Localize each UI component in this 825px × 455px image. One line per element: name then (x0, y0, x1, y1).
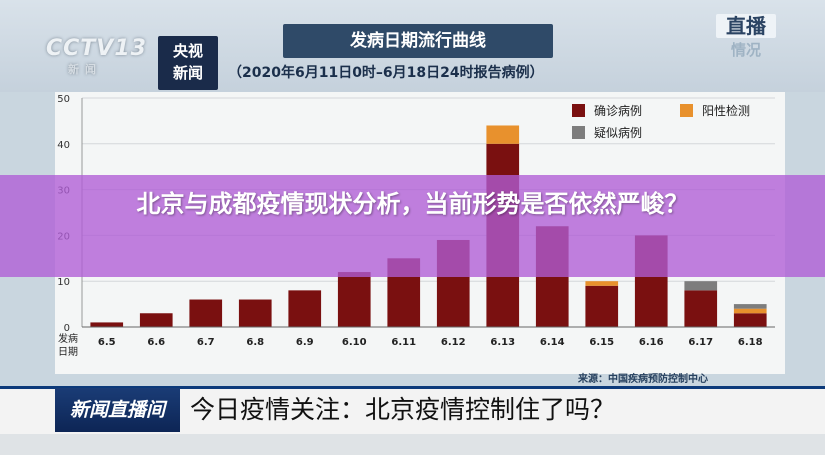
legend-label-2: 疑似病例 (594, 125, 642, 140)
bar-6.8-series-0 (238, 299, 272, 327)
cctv-news-badge: 央视 新闻 (158, 36, 218, 90)
cctv-news-line-2: 新闻 (172, 64, 203, 82)
bar-6.10-series-0 (337, 272, 371, 327)
live-badge-line-1: 直播 (716, 14, 776, 38)
bar-6.17-series-2 (684, 281, 718, 291)
legend-swatch-1 (680, 104, 693, 117)
bar-6.18-series-0 (733, 313, 767, 327)
chart-subtitle: （2020年6月11日0时–6月18日24时报告病例） (228, 65, 544, 81)
cctv-news-line-1: 央视 (172, 42, 203, 60)
bottom-strip (0, 434, 825, 455)
x-tick-label: 6.5 (98, 337, 116, 348)
x-tick-label: 6.8 (246, 337, 264, 348)
x-axis-label: 发病 (58, 332, 78, 345)
y-tick-label: 40 (57, 140, 70, 151)
ticker-program-logo: 新闻直播间 (55, 388, 180, 432)
headline-overlay-band (0, 175, 825, 277)
y-tick-label: 50 (57, 94, 70, 105)
legend-label-1: 阳性检测 (702, 103, 750, 118)
y-tick-label: 10 (57, 277, 70, 288)
x-tick-label: 6.12 (441, 337, 466, 348)
x-tick-label: 6.10 (342, 337, 367, 348)
bar-6.15-series-0 (585, 285, 619, 327)
cctv-logo: CCTV13 新闻 (46, 36, 150, 84)
chart-title: 发病日期流行曲线 (283, 24, 553, 58)
x-tick-label: 6.18 (738, 337, 763, 348)
x-tick-label: 6.15 (589, 337, 614, 348)
bar-6.5-series-0 (90, 322, 124, 327)
bar-6.13-series-1 (486, 125, 520, 144)
cctv-logo-text: CCTV (46, 36, 115, 61)
headline-overlay-text: 北京与成都疫情现状分析，当前形势是否依然严峻？ (136, 190, 689, 218)
source-note: 来源：中国疾病预防控制中心 (578, 374, 708, 385)
bar-6.18-series-2 (733, 304, 767, 309)
x-tick-label: 6.14 (540, 337, 565, 348)
bar-6.18-series-1 (733, 308, 767, 314)
x-tick-label: 6.13 (490, 337, 515, 348)
x-tick-label: 6.7 (197, 337, 215, 348)
bar-6.15-series-1 (585, 281, 619, 286)
x-tick-label: 6.16 (639, 337, 664, 348)
legend-swatch-0 (572, 104, 585, 117)
bar-6.6-series-0 (139, 313, 173, 327)
x-tick-label: 6.17 (688, 337, 713, 348)
bar-6.9-series-0 (288, 290, 322, 327)
legend-label-0: 确诊病例 (594, 103, 642, 118)
live-badge-line-2: 情况 (730, 41, 761, 59)
bar-6.17-series-0 (684, 290, 718, 327)
y-tick-label: 0 (64, 323, 70, 334)
live-badge: 直播 情况 (716, 14, 776, 66)
legend-swatch-2 (572, 126, 585, 139)
x-tick-label: 6.11 (391, 337, 416, 348)
x-tick-label: 6.9 (296, 337, 314, 348)
ticker-headline: 今日疫情关注：北京疫情控制住了吗？ (190, 395, 616, 424)
x-axis-label-line-2: 日期 (58, 346, 78, 358)
cctv-logo-sub: 新闻 (68, 63, 102, 76)
cctv-logo-channel: 13 (114, 36, 147, 61)
x-tick-label: 6.6 (147, 337, 165, 348)
bar-6.7-series-0 (189, 299, 223, 327)
